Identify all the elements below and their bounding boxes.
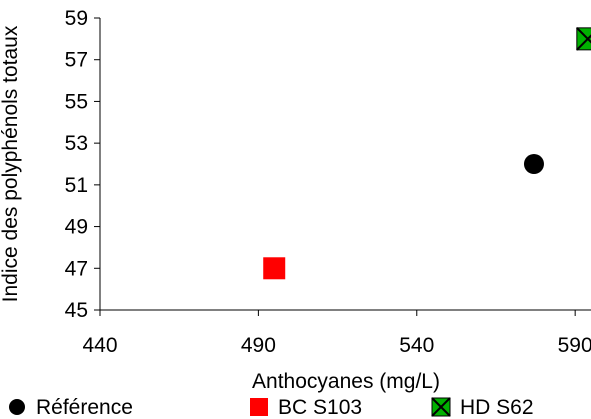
x-axis-title: Anthocyanes (mg/L) <box>252 370 440 393</box>
data-points <box>263 27 591 280</box>
legend-label-bc-s103: BC S103 <box>278 396 362 419</box>
axes <box>99 18 591 311</box>
y-tick-label: 47 <box>65 257 88 280</box>
y-tick-label: 55 <box>65 90 88 113</box>
tick-marks <box>94 17 576 316</box>
legend-item-reference: Référence <box>9 396 133 419</box>
y-tick-label: 59 <box>65 7 88 30</box>
x-tick-label: 440 <box>82 334 117 357</box>
y-axis-title: Indice des polyphénols totaux <box>0 25 22 302</box>
legend: Référence BC S103 HD S62 <box>9 396 534 419</box>
tick-labels: 45 47 49 51 53 55 57 59 440 490 540 590 <box>65 7 591 357</box>
legend-x-square-marker <box>431 397 451 417</box>
y-tick-label: 45 <box>65 299 88 322</box>
data-point-hd-s62 <box>576 27 591 51</box>
legend-square-marker <box>250 398 268 416</box>
x-tick-label: 490 <box>241 334 276 357</box>
legend-label-reference: Référence <box>36 396 133 419</box>
legend-circle-marker <box>9 399 25 415</box>
legend-label-hd-s62: HD S62 <box>460 396 534 419</box>
x-tick-label: 590 <box>558 334 591 357</box>
legend-item-bc-s103: BC S103 <box>250 396 362 419</box>
data-point-bc-s103 <box>263 257 286 280</box>
y-tick-label: 51 <box>65 174 88 197</box>
y-tick-label: 53 <box>65 132 88 155</box>
x-tick-label: 540 <box>399 334 434 357</box>
legend-item-hd-s62: HD S62 <box>431 396 534 419</box>
y-tick-label: 57 <box>65 49 88 72</box>
data-point-reference <box>523 154 544 174</box>
y-tick-label: 49 <box>65 216 88 239</box>
